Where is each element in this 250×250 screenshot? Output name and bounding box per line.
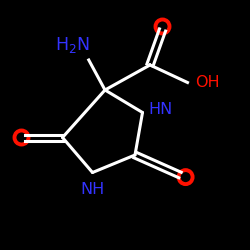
- Text: HN: HN: [149, 102, 173, 118]
- Text: H$_2$N: H$_2$N: [55, 35, 90, 55]
- Text: NH: NH: [80, 182, 104, 198]
- Text: OH: OH: [195, 75, 220, 90]
